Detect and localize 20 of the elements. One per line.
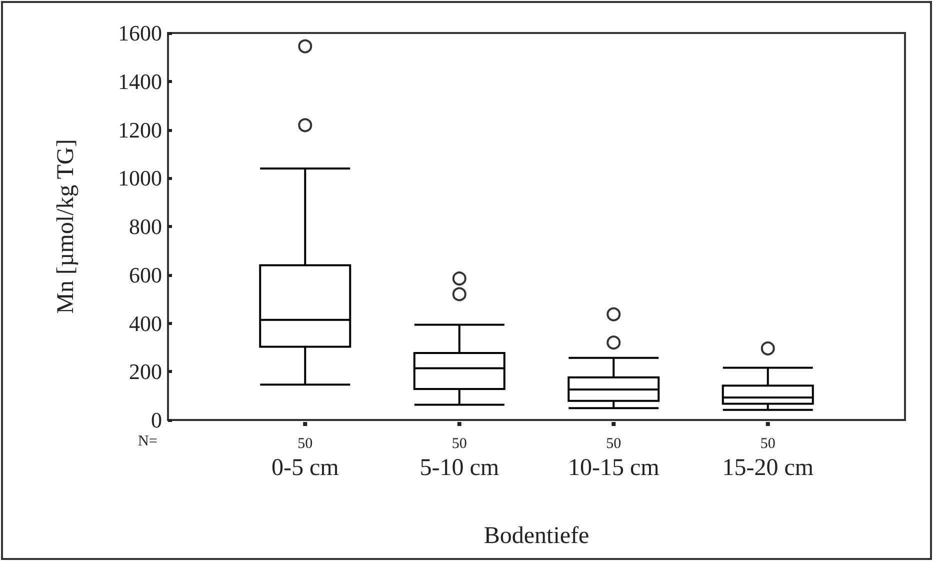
y-tick-label: 1600: [118, 20, 162, 46]
y-tick-label: 800: [129, 214, 162, 239]
x-axis-title: Bodentiefe: [484, 523, 590, 549]
text: N=: [138, 434, 158, 450]
x-tick-label: 5-10 cm: [420, 455, 500, 481]
y-tick-label: 200: [129, 359, 162, 384]
x-tick-label: 0-5 cm: [271, 455, 340, 481]
text: 50: [298, 436, 313, 452]
x-tick-label: 15-20 cm: [722, 455, 814, 481]
x-tick-label: 10-15 cm: [568, 455, 660, 481]
y-tick-label: 1200: [118, 117, 162, 142]
y-tick-label: 1400: [118, 68, 162, 94]
y-tick-label: 400: [129, 310, 162, 336]
text: 50: [606, 436, 622, 452]
y-axis-title: Mn [µmol/kg TG]: [53, 139, 79, 314]
y-tick-label: 0: [151, 408, 162, 432]
text: 50: [452, 436, 467, 452]
y-tick-label: 600: [129, 262, 162, 288]
y-tick-label: 1000: [118, 166, 162, 191]
text: 50: [760, 436, 776, 452]
